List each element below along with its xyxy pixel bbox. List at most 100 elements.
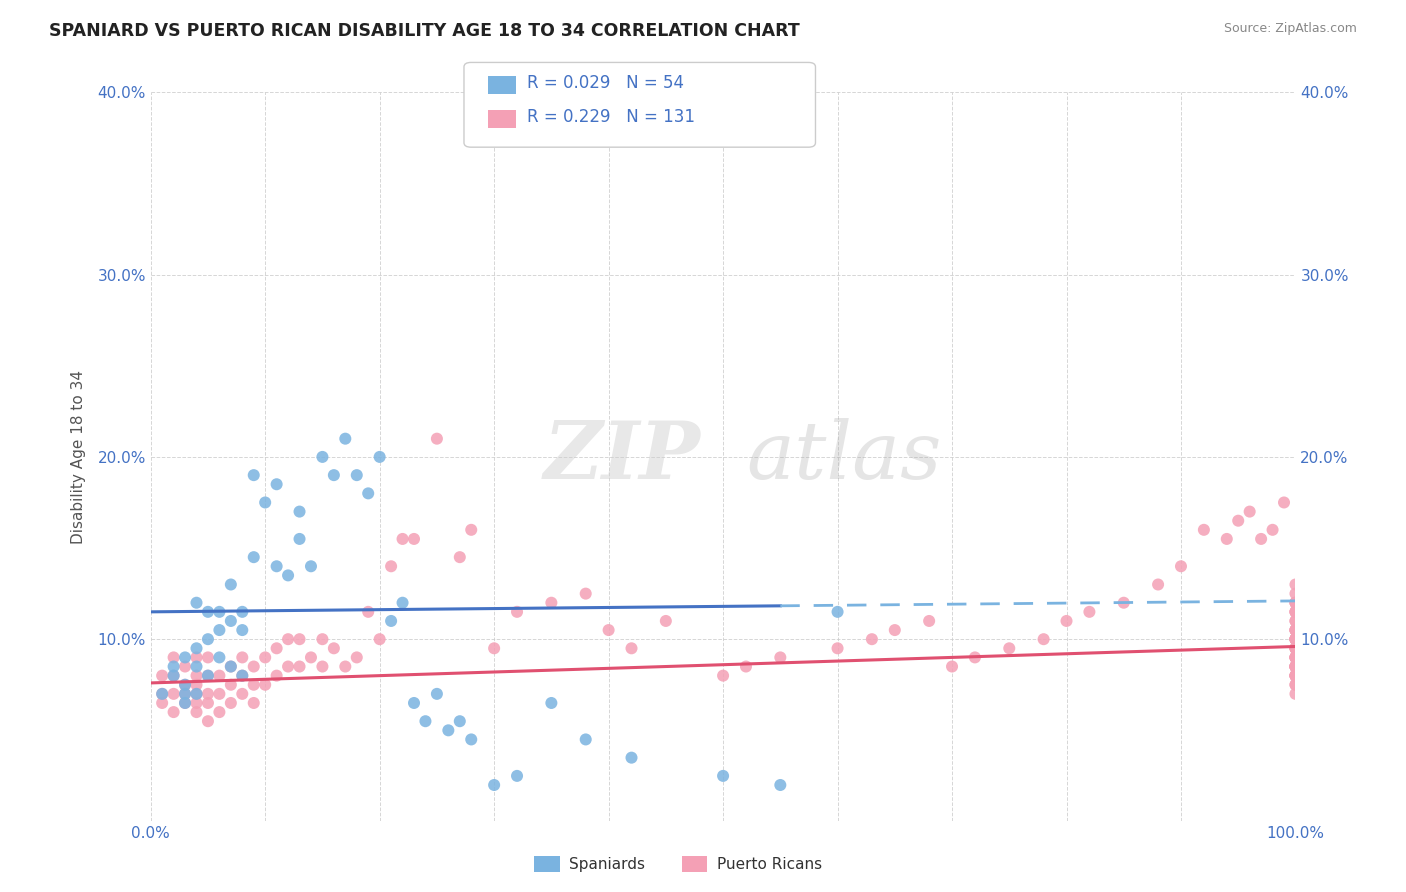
- Point: [506, 769, 529, 783]
- Point: [197, 668, 219, 682]
- Point: [1284, 632, 1306, 647]
- Point: [1227, 514, 1250, 528]
- Point: [266, 641, 288, 656]
- Point: [402, 532, 425, 546]
- Point: [254, 650, 277, 665]
- Point: [1284, 650, 1306, 665]
- Point: [1284, 659, 1306, 673]
- Point: [540, 696, 562, 710]
- Point: [415, 714, 437, 729]
- Point: [219, 659, 242, 673]
- Point: [1284, 678, 1306, 692]
- Point: [769, 778, 792, 792]
- Point: [242, 659, 264, 673]
- Text: Spaniards: Spaniards: [569, 857, 645, 871]
- Text: ZIP: ZIP: [543, 418, 700, 496]
- Point: [311, 632, 333, 647]
- Point: [1284, 632, 1306, 647]
- Point: [1284, 632, 1306, 647]
- Point: [219, 614, 242, 628]
- Point: [174, 659, 197, 673]
- Point: [1284, 577, 1306, 591]
- Point: [150, 687, 173, 701]
- Point: [1272, 495, 1295, 509]
- Point: [174, 678, 197, 692]
- Point: [1284, 641, 1306, 656]
- Point: [219, 659, 242, 673]
- Point: [426, 687, 449, 701]
- Point: [1170, 559, 1192, 574]
- Point: [998, 641, 1021, 656]
- Point: [242, 550, 264, 565]
- Point: [1284, 605, 1306, 619]
- Point: [1284, 632, 1306, 647]
- Point: [197, 668, 219, 682]
- Point: [162, 668, 184, 682]
- Point: [266, 477, 288, 491]
- Point: [1284, 650, 1306, 665]
- Point: [357, 486, 380, 500]
- Point: [288, 632, 311, 647]
- Point: [208, 605, 231, 619]
- Point: [380, 559, 402, 574]
- Point: [1192, 523, 1215, 537]
- Point: [1078, 605, 1101, 619]
- Point: [1284, 659, 1306, 673]
- Point: [1284, 623, 1306, 637]
- Point: [482, 641, 505, 656]
- Point: [1284, 659, 1306, 673]
- Point: [162, 668, 184, 682]
- Point: [1216, 532, 1239, 546]
- Point: [941, 659, 963, 673]
- Point: [402, 696, 425, 710]
- Point: [1284, 596, 1306, 610]
- Point: [1284, 632, 1306, 647]
- Point: [1261, 523, 1284, 537]
- Point: [288, 532, 311, 546]
- Point: [482, 778, 505, 792]
- Point: [449, 550, 471, 565]
- Point: [391, 596, 413, 610]
- Point: [162, 659, 184, 673]
- Point: [1284, 659, 1306, 673]
- Point: [277, 568, 299, 582]
- Point: [1284, 632, 1306, 647]
- Point: [277, 632, 299, 647]
- Point: [1284, 659, 1306, 673]
- Point: [1147, 577, 1170, 591]
- Point: [1112, 596, 1135, 610]
- Point: [1284, 687, 1306, 701]
- Point: [335, 659, 357, 673]
- Point: [197, 714, 219, 729]
- Point: [963, 650, 986, 665]
- Point: [1284, 614, 1306, 628]
- Point: [299, 650, 322, 665]
- Point: [1056, 614, 1078, 628]
- Point: [335, 432, 357, 446]
- Point: [357, 605, 380, 619]
- Point: [231, 623, 253, 637]
- Point: [322, 641, 344, 656]
- Point: [208, 668, 231, 682]
- Point: [174, 687, 197, 701]
- Point: [1284, 623, 1306, 637]
- Point: [711, 769, 734, 783]
- Point: [186, 668, 208, 682]
- Point: [186, 696, 208, 710]
- Point: [186, 641, 208, 656]
- Point: [1032, 632, 1054, 647]
- Point: [460, 732, 482, 747]
- Y-axis label: Disability Age 18 to 34: Disability Age 18 to 34: [72, 370, 86, 544]
- Point: [1284, 586, 1306, 600]
- Point: [1284, 641, 1306, 656]
- Point: [769, 650, 792, 665]
- Text: Source: ZipAtlas.com: Source: ZipAtlas.com: [1223, 22, 1357, 36]
- Point: [1284, 659, 1306, 673]
- Point: [918, 614, 941, 628]
- Text: R = 0.029   N = 54: R = 0.029 N = 54: [527, 74, 685, 92]
- Point: [1284, 668, 1306, 682]
- Point: [860, 632, 883, 647]
- Point: [242, 468, 264, 483]
- Point: [1284, 659, 1306, 673]
- Point: [266, 668, 288, 682]
